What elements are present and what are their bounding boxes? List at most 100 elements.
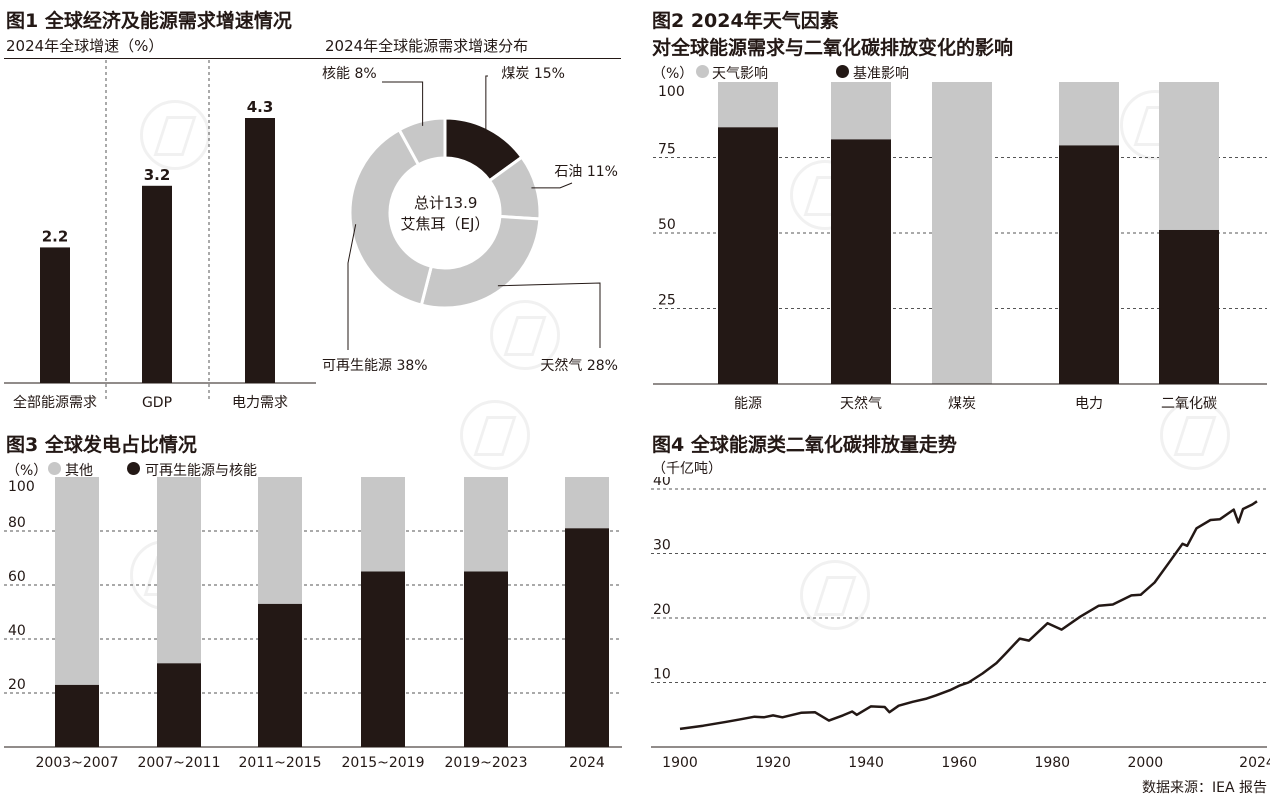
y-tick-label: 100 — [8, 479, 35, 495]
category-label: 全部能源需求 — [13, 394, 97, 411]
leader-line — [347, 224, 357, 350]
legend-swatch-black — [836, 65, 849, 78]
pie-label-石油: 石油 11% — [554, 164, 618, 180]
pie-label-核能: 核能 8% — [322, 66, 377, 82]
y-tick-label: 60 — [8, 569, 26, 585]
leader-line — [531, 182, 573, 189]
bar-segment-天气影响 — [718, 82, 778, 128]
bar-segment-天气影响 — [1059, 82, 1119, 146]
fig3-legend-other: 其他 — [65, 463, 93, 479]
fig1-pie-subtitle: 2024年全球能源需求增速分布 — [325, 37, 529, 55]
bar-segment-天气影响 — [932, 82, 992, 384]
category-label: 天然气 — [840, 395, 882, 412]
category-label: 2024 — [569, 755, 605, 771]
category-label: 2003~2007 — [36, 755, 119, 771]
fig1-pie-center-unit: 艾焦耳（EJ） — [400, 215, 490, 233]
watermark-logo — [1160, 400, 1230, 470]
bar-电力需求 — [245, 118, 275, 383]
fig2-legend-baseline: 基准影响 — [853, 66, 909, 82]
y-tick-label: 75 — [658, 142, 676, 158]
pie-label-煤炭: 煤炭 15% — [501, 66, 565, 82]
fig2-title-line2: 对全球能源需求与二氧化碳排放变化的影响 — [652, 37, 1014, 59]
bar-value-label: 2.2 — [42, 227, 69, 245]
watermark-logo — [460, 400, 530, 470]
legend-swatch-gray — [696, 65, 709, 78]
leader-line — [485, 75, 488, 133]
x-tick-label: 1900 — [662, 755, 698, 771]
category-label: 2015~2019 — [342, 755, 425, 771]
watermark-logo — [800, 560, 870, 630]
bar-GDP — [142, 185, 172, 383]
fig2-title: 图2 2024年天气因素 — [652, 10, 839, 32]
category-label: 电力 — [1075, 396, 1103, 412]
pie-label-可再生能源: 可再生能源 38% — [322, 358, 428, 374]
x-tick-label: 2000 — [1128, 755, 1164, 771]
bar-segment-可再生能源与核能 — [361, 571, 405, 747]
category-label: 电力需求 — [232, 395, 288, 411]
donut-slice-可再生能源 — [348, 127, 434, 307]
fig3-legend-renewables: 可再生能源与核能 — [145, 463, 257, 479]
category-label: 2007~2011 — [138, 755, 221, 771]
fig4-line-chart: 10 20 30 40 1900 1920 1940 1960 1980 2000 2024 — [651, 477, 1270, 771]
category-label: 二氧化碳 — [1161, 396, 1217, 412]
y-tick-label: 20 — [653, 602, 671, 618]
legend-swatch-black — [127, 462, 140, 475]
bar-segment-可再生能源与核能 — [157, 663, 201, 747]
category-label: 2011~2015 — [239, 755, 322, 771]
x-tick-label: 1940 — [848, 755, 884, 771]
bar-segment-可再生能源与核能 — [565, 528, 609, 747]
donut-slice-天然气 — [419, 214, 542, 310]
bar-segment-基准影响 — [718, 127, 778, 385]
bar-segment-天气影响 — [1159, 82, 1219, 230]
fig2-stacked-bar-chart: 25 50 75 100 能源 天然气 煤炭 电力 二氧化碳 — [653, 82, 1267, 412]
fig3-stacked-bar-chart: 20 40 60 80 100 2003~2007 2007~2011 2011~2015 20… — [4, 477, 622, 771]
fig1-bar-chart: 2.2 全部能源需求 3.2 GDP 4.3 电力需求 — [4, 60, 316, 411]
y-tick-label: 10 — [653, 667, 671, 683]
fig1-title: 图1 全球经济及能源需求增速情况 — [6, 10, 292, 32]
fig4-title: 图4 全球能源类二氧化碳排放量走势 — [652, 434, 957, 456]
bar-segment-基准影响 — [1159, 229, 1219, 384]
y-tick-label: 50 — [658, 217, 676, 233]
bar-segment-可再生能源与核能 — [258, 603, 302, 747]
fig1-bar-subtitle: 2024年全球增速（%） — [6, 37, 164, 55]
bar-segment-其他 — [565, 477, 609, 529]
x-tick-label: 1920 — [755, 755, 791, 771]
bar-segment-基准影响 — [831, 139, 891, 384]
bar-segment-其他 — [464, 477, 508, 572]
leader-line — [382, 81, 424, 126]
bar-segment-其他 — [258, 477, 302, 604]
fig3-title: 图3 全球发电占比情况 — [6, 434, 197, 456]
leader-line — [497, 282, 601, 348]
y-tick-label: 40 — [8, 623, 26, 639]
bar-value-label: 4.3 — [247, 98, 274, 116]
y-tick-label: 20 — [8, 677, 26, 693]
watermark-logo — [490, 300, 560, 370]
pie-label-天然气: 天然气 28% — [540, 357, 618, 374]
source-note: 数据来源：IEA 报告 — [1141, 780, 1267, 796]
y-tick-label: 100 — [658, 84, 685, 100]
fig2-legend-weather: 天气影响 — [712, 66, 768, 82]
category-label: 能源 — [734, 396, 762, 412]
fig1-donut-chart: 煤炭 15% 石油 11% 天然气 28% 可再生能源 38% 核能 8% — [322, 66, 618, 374]
category-label: 煤炭 — [948, 396, 976, 412]
bar-segment-其他 — [55, 477, 99, 685]
y-tick-label: 80 — [8, 515, 26, 531]
y-tick-label: 25 — [658, 293, 676, 309]
bar-segment-其他 — [157, 477, 201, 664]
bar-segment-基准影响 — [1059, 145, 1119, 384]
y-tick-label: 30 — [653, 538, 671, 554]
bar-全部能源需求 — [40, 247, 70, 383]
fig2-unit-label: （%） — [652, 66, 694, 82]
bar-segment-其他 — [361, 477, 405, 572]
legend-swatch-gray — [48, 462, 61, 475]
x-tick-label: 1960 — [941, 755, 977, 771]
fig1-pie-center-total: 总计13.9 — [414, 194, 478, 212]
fig1-rule — [4, 58, 621, 59]
category-label: 2019~2023 — [445, 755, 528, 771]
bar-segment-可再生能源与核能 — [464, 571, 508, 747]
bar-value-label: 3.2 — [144, 166, 171, 184]
category-label: GDP — [142, 395, 172, 411]
emissions-line — [679, 500, 1258, 731]
bar-segment-天气影响 — [831, 82, 891, 140]
donut-slice-核能 — [397, 116, 447, 167]
